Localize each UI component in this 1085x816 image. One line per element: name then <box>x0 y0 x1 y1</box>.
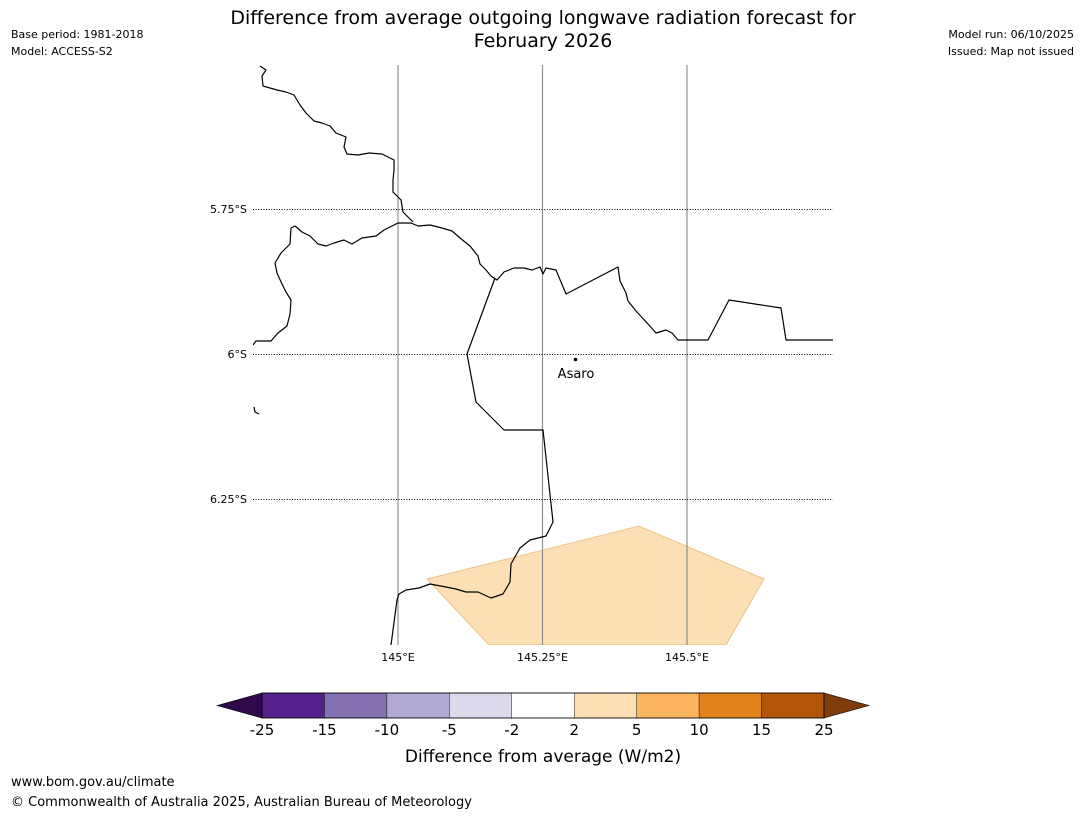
colorbar-outline <box>261 692 825 719</box>
lon-label-145-25e: 145.25°E <box>517 651 568 664</box>
colorbar-segment <box>449 692 512 719</box>
colorbar-tick-label: 5 <box>632 721 642 739</box>
metadata-left: Base period: 1981-2018 Model: ACCESS-S2 <box>11 26 143 60</box>
parallel-lines <box>253 209 833 500</box>
colorbar-segment <box>261 692 325 719</box>
colorbar-segment <box>761 692 825 719</box>
colorbar-tick-label: 15 <box>752 721 771 739</box>
colorbar-segment <box>636 692 700 719</box>
boundary-north <box>259 65 414 223</box>
lon-label-145-5e: 145.5°E <box>665 651 709 664</box>
meridian-lines <box>397 65 688 645</box>
map-title-line1: Difference from average outgoing longwav… <box>230 7 856 29</box>
colorbar-segment <box>511 692 575 719</box>
asaro-marker <box>573 357 578 362</box>
footer-copyright: © Commonwealth of Australia 2025, Austra… <box>11 795 472 810</box>
model-run-text: Model run: 06/10/2025 <box>948 28 1074 41</box>
boundary-lines <box>253 65 833 645</box>
lon-label-145e: 145°E <box>381 651 414 664</box>
colorbar-tick-label: 25 <box>814 721 833 739</box>
colorbar-tick-label: -10 <box>375 721 400 739</box>
lat-label-5-75s: 5.75°S <box>210 203 247 216</box>
issued-text: Issued: Map not issued <box>947 45 1074 58</box>
colorbar-tick-label: -5 <box>442 721 457 739</box>
colorbar-tick-label: -15 <box>312 721 337 739</box>
boundary-west <box>253 222 492 346</box>
boundary-fragment <box>253 406 260 415</box>
map-title: Difference from average outgoing longwav… <box>193 7 893 53</box>
colorbar-segment <box>324 692 388 719</box>
colorbar-tick-label: 10 <box>690 721 709 739</box>
colorbar-segment <box>574 692 637 719</box>
boundary-south <box>390 277 554 645</box>
base-period-text: Base period: 1981-2018 <box>11 28 144 41</box>
anomaly-region <box>426 525 765 645</box>
colorbar-segments <box>261 692 825 719</box>
model-text: Model: ACCESS-S2 <box>11 45 113 58</box>
metadata-right: Model run: 06/10/2025 Issued: Map not is… <box>948 26 1074 60</box>
colorbar-tick-label: -2 <box>504 721 519 739</box>
colorbar-under-arrow <box>215 692 263 719</box>
colorbar-ticks: -25 -15 -10 -5 -2 2 5 10 15 25 <box>250 721 834 739</box>
map-title-line2: February 2026 <box>473 30 613 52</box>
lat-label-6-25s: 6.25°S <box>210 493 247 506</box>
asaro-label: Asaro <box>558 367 595 382</box>
footer-url: www.bom.gov.au/climate <box>11 775 175 790</box>
colorbar-tick-label: 2 <box>569 721 579 739</box>
colorbar-segment <box>698 692 762 719</box>
colorbar-title: Difference from average (W/m2) <box>405 747 681 767</box>
colorbar-over-arrow <box>823 692 871 719</box>
colorbar-segment <box>386 692 450 719</box>
boundary-central <box>490 266 833 341</box>
lat-label-6s: 6°S <box>228 348 247 361</box>
colorbar: -25 -15 -10 -5 -2 2 5 10 15 25 Difference from av… <box>215 692 871 767</box>
colorbar-tick-label: -25 <box>250 721 275 739</box>
